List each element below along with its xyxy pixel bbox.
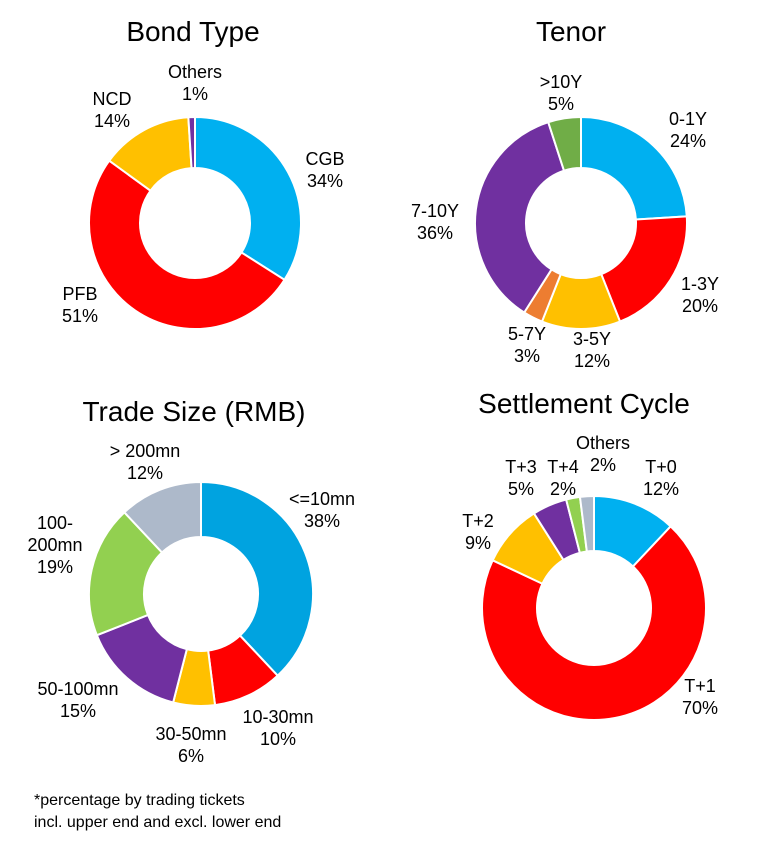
data-label-value: 2% xyxy=(589,455,616,475)
donut-slice-bond-type-others xyxy=(187,115,196,170)
data-label-7-10y: 7-10Y 36% xyxy=(411,200,459,244)
data-label-t-3: T+3 5% xyxy=(505,456,537,500)
data-label-value: 19% xyxy=(36,557,74,577)
data-label-name: 100- xyxy=(36,513,74,533)
data-label-value: 5% xyxy=(547,94,575,114)
data-label-name: 5-7Y xyxy=(507,324,547,344)
data-label-name: >10Y xyxy=(539,72,583,92)
data-label-others: Others 1% xyxy=(168,61,222,105)
data-label-value: 51% xyxy=(61,306,99,326)
data-label-t-1: T+1 70% xyxy=(682,675,718,719)
data-label-10-30mn: 10-30mn 10% xyxy=(242,706,313,750)
donut-slice-tenor-0-1y xyxy=(580,115,688,221)
donut-slice-trade-size-rmb-10mn xyxy=(200,480,314,678)
data-label-value: 14% xyxy=(93,111,131,131)
data-label-name: 30-50mn xyxy=(155,724,227,744)
donut-slice-bond-type-cgb xyxy=(194,115,302,282)
chart-title-settlement-cycle: Settlement Cycle xyxy=(478,388,690,419)
data-label-1-3y: 1-3Y 20% xyxy=(681,273,719,317)
data-label-5-7y: 5-7Y 3% xyxy=(508,323,546,367)
data-label-100-200mn: 100- 200mn 19% xyxy=(27,512,82,578)
data-label-name: T+0 xyxy=(645,457,677,477)
data-label-3-5y: 3-5Y 12% xyxy=(573,328,611,372)
donut-slice-tenor-10y xyxy=(546,115,582,172)
data-label-value: 24% xyxy=(669,131,707,151)
data-label-name: Others xyxy=(167,62,223,82)
chart-title-bond-type: Bond Type xyxy=(126,16,260,47)
data-label-name: > 200mn xyxy=(109,441,181,461)
chart-title-tenor: Tenor xyxy=(535,16,607,47)
data-label-200mn: > 200mn 12% xyxy=(110,440,181,484)
data-label-name: 7-10Y xyxy=(410,201,460,221)
data-label-name: T+1 xyxy=(684,676,716,696)
data-label-name: T+3 xyxy=(505,457,537,477)
footnote: *percentage by trading tickets incl. upp… xyxy=(34,790,281,834)
data-label-name: 0-1Y xyxy=(668,109,708,129)
data-label-name: 200mn xyxy=(27,535,83,555)
data-label-10mn: <=10mn 38% xyxy=(289,488,355,532)
data-label-value: 20% xyxy=(681,296,719,316)
data-label-value: 9% xyxy=(464,533,491,553)
donut-slice-trade-size-rmb-200mn xyxy=(122,480,202,554)
data-label-value: 36% xyxy=(416,223,454,243)
data-label-0-1y: 0-1Y 24% xyxy=(669,108,707,152)
chart-title-trade-size: Trade Size (RMB) xyxy=(82,396,306,427)
data-label-value: 1% xyxy=(181,84,208,104)
donut-slice-tenor-7-10y xyxy=(474,120,566,314)
data-label-50-100mn: 50-100mn 15% xyxy=(37,678,118,722)
data-label-value: 34% xyxy=(306,171,344,191)
data-label-value: 12% xyxy=(126,463,164,483)
footnote-line-1: *percentage by trading tickets xyxy=(34,792,245,809)
data-label-name: Others xyxy=(575,433,631,453)
data-label-value: 10% xyxy=(259,729,297,749)
data-label-value: 15% xyxy=(59,701,97,721)
data-label-30-50mn: 30-50mn 6% xyxy=(155,723,226,767)
donut-slice-settlement-cycle-others xyxy=(578,494,595,553)
data-label-value: 70% xyxy=(681,698,719,718)
data-label-name: PFB xyxy=(62,284,98,304)
data-label-value: 6% xyxy=(177,746,205,766)
data-label-ncd: NCD 14% xyxy=(93,88,132,132)
data-label-name: 10-30mn xyxy=(242,707,314,727)
data-label-name: NCD xyxy=(92,89,132,109)
data-label-t-4: T+4 2% xyxy=(547,456,579,500)
data-label-name: CGB xyxy=(305,149,345,169)
footnote-line-2: incl. upper end and excl. lower end xyxy=(34,814,282,831)
data-label-name: 3-5Y xyxy=(572,329,612,349)
data-label-name: 50-100mn xyxy=(37,679,119,699)
data-label-t-0: T+0 12% xyxy=(643,456,679,500)
data-label-name: T+4 xyxy=(547,457,579,477)
data-label-value: 2% xyxy=(549,479,576,499)
donut-slice-trade-size-rmb-100-200mn xyxy=(88,510,164,637)
donut-slice-settlement-cycle-t-1 xyxy=(481,524,707,721)
data-label-value: 5% xyxy=(507,479,534,499)
data-label-value: 12% xyxy=(642,479,680,499)
data-label-10y: >10Y 5% xyxy=(540,71,583,115)
data-label-pfb: PFB 51% xyxy=(62,283,98,327)
data-label-cgb: CGB 34% xyxy=(305,148,344,192)
data-label-value: 3% xyxy=(513,346,540,366)
data-label-name: 1-3Y xyxy=(680,274,720,294)
donut-slice-bond-type-pfb xyxy=(88,159,286,330)
data-label-value: 12% xyxy=(573,351,611,371)
data-label-value: 38% xyxy=(303,511,341,531)
data-label-others: Others 2% xyxy=(576,432,630,476)
data-label-name: <=10mn xyxy=(288,489,356,509)
data-label-name: T+2 xyxy=(462,511,494,531)
data-label-t-2: T+2 9% xyxy=(462,510,494,554)
